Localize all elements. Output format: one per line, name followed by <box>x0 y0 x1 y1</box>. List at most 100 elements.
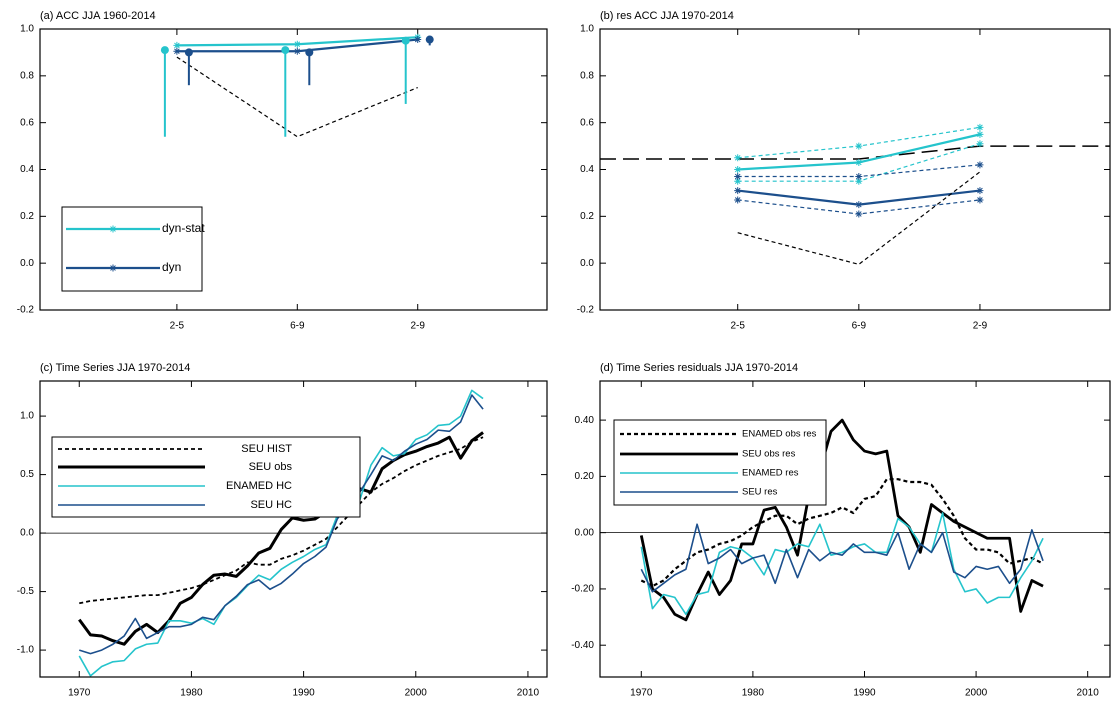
point-marker <box>976 123 984 131</box>
panel-title: (c) Time Series JJA 1970-2014 <box>40 362 190 374</box>
x-tick-label: 2010 <box>1077 688 1100 699</box>
y-tick-label: 0.40 <box>575 415 595 426</box>
legend-box <box>51 436 361 518</box>
point-marker <box>293 47 301 55</box>
series-line <box>640 512 1044 616</box>
x-tick-label: 2010 <box>517 688 540 699</box>
y-tick-label: 1.0 <box>580 24 594 35</box>
y-tick-label: 0.0 <box>20 258 34 269</box>
legend-label: ENAMED res <box>742 468 799 479</box>
y-tick-label: -0.5 <box>17 586 35 597</box>
x-tick-label: 2000 <box>965 688 988 699</box>
legend-marker <box>109 225 117 233</box>
panel-title: (b) res ACC JJA 1970-2014 <box>600 10 734 22</box>
legend-label: SEU obs res <box>742 449 796 460</box>
series-line <box>176 56 418 138</box>
panel-title: (a) ACC JJA 1960-2014 <box>40 10 156 22</box>
point-marker <box>173 41 181 49</box>
point-marker <box>855 210 863 218</box>
point-marker <box>855 177 863 185</box>
point-marker <box>293 40 301 48</box>
series-line <box>640 478 1044 588</box>
y-tick-label: 0.00 <box>575 527 595 538</box>
point-marker <box>976 187 984 195</box>
y-tick-label: 1.0 <box>20 24 34 35</box>
series-line <box>78 389 484 677</box>
x-tick-label: 2000 <box>405 688 428 699</box>
legend-label: dyn <box>162 260 181 274</box>
legend-box <box>61 206 203 292</box>
point-marker <box>414 36 422 44</box>
y-tick-label: 0.4 <box>20 164 34 175</box>
y-tick-label: 0.8 <box>20 70 34 81</box>
y-tick-label: 0.2 <box>580 211 594 222</box>
interval-point <box>160 46 169 55</box>
y-tick-label: 0.0 <box>580 258 594 269</box>
y-tick-label: 0.2 <box>20 211 34 222</box>
interval-point <box>401 36 410 45</box>
series-line <box>79 436 484 605</box>
point-marker <box>855 158 863 166</box>
point-marker <box>734 177 742 185</box>
legend-label: SEU res <box>742 487 778 498</box>
x-tick-label: 2-9 <box>410 321 425 332</box>
plot-frame <box>39 28 548 311</box>
y-tick-label: 0.6 <box>580 117 594 128</box>
x-tick-label: 1970 <box>68 688 91 699</box>
x-tick-label: 1970 <box>630 688 653 699</box>
y-tick-label: -0.2 <box>577 305 595 316</box>
plot-frame <box>599 380 1111 678</box>
series-line <box>640 523 1044 593</box>
point-marker <box>976 130 984 138</box>
y-tick-label: 0.0 <box>20 528 34 539</box>
point-marker <box>734 173 742 181</box>
y-tick-label: -0.20 <box>571 584 594 595</box>
point-marker <box>855 201 863 209</box>
x-tick-label: 1980 <box>742 688 765 699</box>
legend-label: SEU HC <box>250 499 292 511</box>
point-marker <box>173 47 181 55</box>
plot-frame <box>599 28 1111 311</box>
y-tick-label: 0.8 <box>580 70 594 81</box>
point-marker <box>976 196 984 204</box>
point-marker <box>734 166 742 173</box>
x-tick-label: 1990 <box>292 688 315 699</box>
legend-label: SEU HIST <box>241 443 292 455</box>
x-tick-label: 6-9 <box>290 321 305 332</box>
point-marker <box>734 196 742 204</box>
y-tick-label: -1.0 <box>17 645 35 656</box>
x-tick-label: 2-5 <box>170 321 185 332</box>
y-tick-label: 0.6 <box>20 117 34 128</box>
y-tick-label: -0.40 <box>571 640 594 651</box>
x-tick-label: 1980 <box>180 688 203 699</box>
legend-label: ENAMED HC <box>226 480 292 492</box>
series-line <box>78 431 484 646</box>
point-marker <box>734 187 742 195</box>
plot-frame <box>39 380 548 678</box>
legend-marker <box>109 264 117 272</box>
y-tick-label: 0.4 <box>580 164 594 175</box>
point-marker <box>976 140 984 148</box>
x-tick-label: 1990 <box>853 688 876 699</box>
x-tick-label: 2-9 <box>973 321 988 332</box>
point-marker <box>855 173 863 181</box>
legend-label: SEU obs <box>249 461 293 473</box>
point-marker <box>734 154 742 162</box>
y-tick-label: -0.2 <box>17 305 35 316</box>
interval-point <box>281 46 290 55</box>
panel-title: (d) Time Series residuals JJA 1970-2014 <box>600 362 798 374</box>
legend-label: ENAMED obs res <box>742 429 817 440</box>
series-line <box>737 171 981 265</box>
legend-label: dyn-stat <box>162 221 205 235</box>
x-tick-label: 2-5 <box>730 321 745 332</box>
x-tick-label: 6-9 <box>852 321 867 332</box>
series-line <box>79 394 484 655</box>
point-marker <box>855 142 863 150</box>
interval-point <box>305 48 314 57</box>
point-marker <box>976 161 984 169</box>
y-tick-label: 0.20 <box>575 471 595 482</box>
interval-point <box>184 48 193 57</box>
interval-point <box>425 35 434 44</box>
